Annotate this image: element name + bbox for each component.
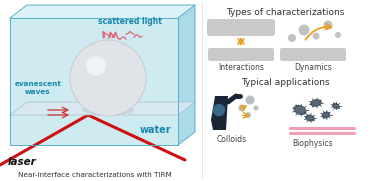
Ellipse shape [305, 115, 314, 121]
Polygon shape [211, 96, 228, 130]
Text: Interactions: Interactions [218, 64, 264, 73]
Circle shape [239, 104, 245, 111]
Circle shape [245, 112, 251, 118]
Polygon shape [10, 5, 195, 18]
Circle shape [324, 20, 333, 30]
Circle shape [313, 33, 319, 39]
Text: Colloids: Colloids [217, 136, 247, 144]
Text: Biophysics: Biophysics [293, 138, 333, 148]
Circle shape [86, 56, 106, 76]
FancyBboxPatch shape [280, 48, 346, 61]
Circle shape [70, 40, 146, 116]
Text: laser: laser [8, 157, 37, 167]
Text: water: water [139, 125, 171, 135]
Ellipse shape [333, 103, 339, 109]
Text: Types of characterizations: Types of characterizations [226, 8, 344, 17]
Text: Dynamics: Dynamics [294, 64, 332, 73]
Circle shape [299, 24, 310, 35]
Ellipse shape [82, 105, 134, 115]
Text: Near-interface characterizations with TIRM: Near-interface characterizations with TI… [18, 172, 172, 178]
Ellipse shape [294, 105, 306, 115]
Polygon shape [10, 18, 178, 145]
Polygon shape [10, 102, 195, 115]
Polygon shape [178, 5, 195, 145]
Ellipse shape [322, 112, 330, 118]
Ellipse shape [311, 99, 321, 107]
Text: Typical applications: Typical applications [241, 78, 329, 87]
Text: scattered light: scattered light [98, 18, 162, 26]
Text: evanescent
waves: evanescent waves [15, 81, 62, 95]
Circle shape [335, 32, 341, 38]
FancyBboxPatch shape [208, 48, 274, 61]
Circle shape [288, 34, 296, 42]
Circle shape [254, 106, 259, 110]
Circle shape [245, 96, 254, 104]
Circle shape [213, 104, 225, 116]
FancyBboxPatch shape [207, 19, 275, 36]
